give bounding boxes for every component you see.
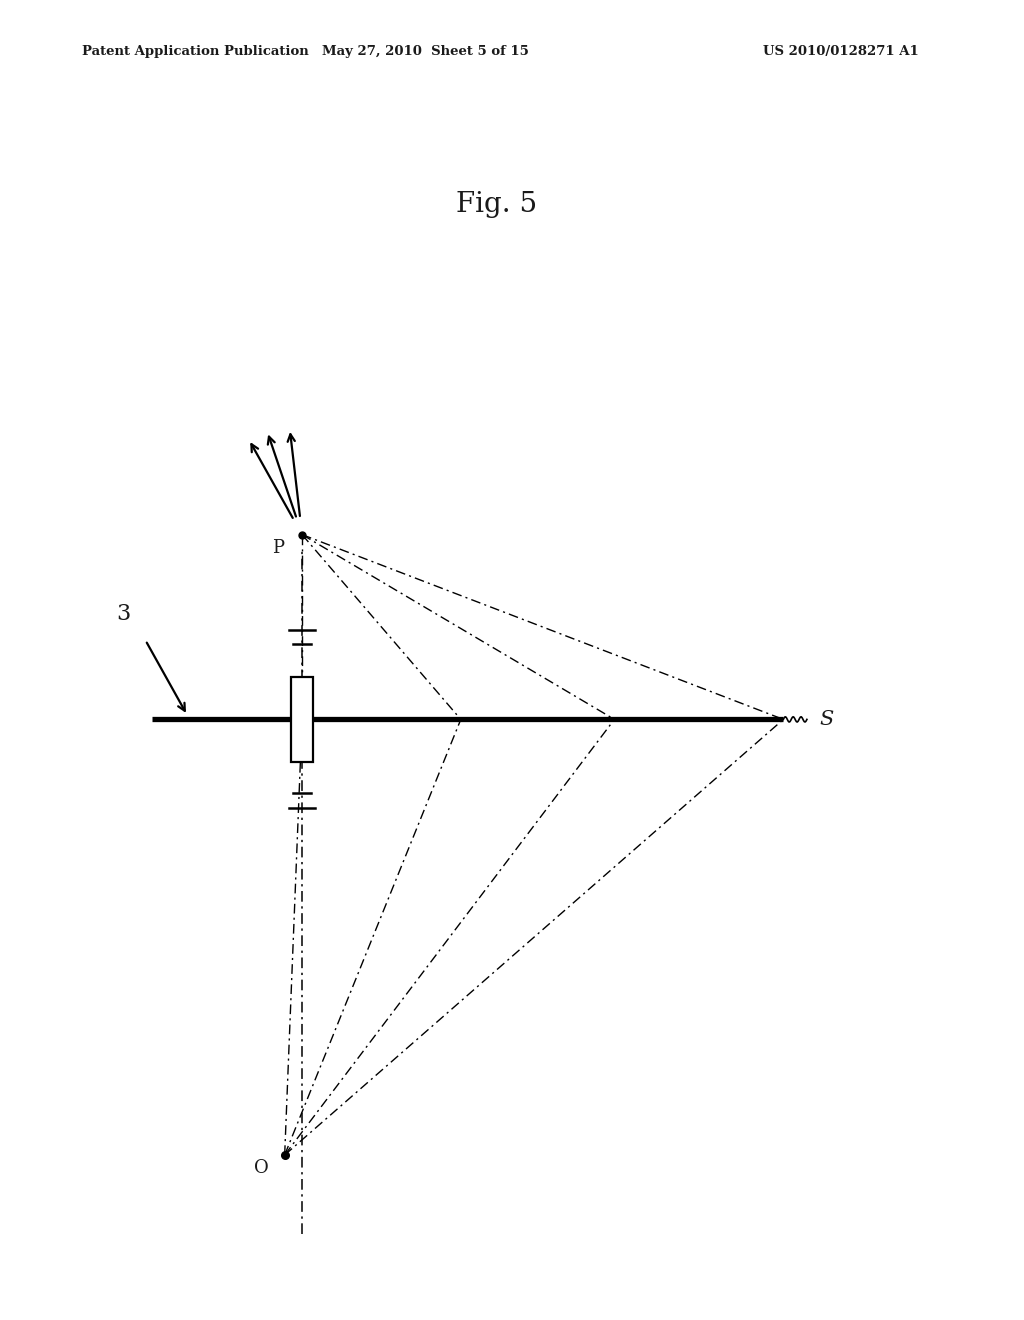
Text: Patent Application Publication: Patent Application Publication (82, 45, 308, 58)
Text: Fig. 5: Fig. 5 (456, 191, 538, 218)
Text: P: P (271, 539, 284, 557)
Text: O: O (254, 1159, 268, 1177)
Bar (291, 677, 313, 763)
Text: US 2010/0128271 A1: US 2010/0128271 A1 (763, 45, 919, 58)
Text: May 27, 2010  Sheet 5 of 15: May 27, 2010 Sheet 5 of 15 (322, 45, 528, 58)
Text: 3: 3 (116, 603, 130, 624)
Text: S: S (819, 710, 834, 729)
